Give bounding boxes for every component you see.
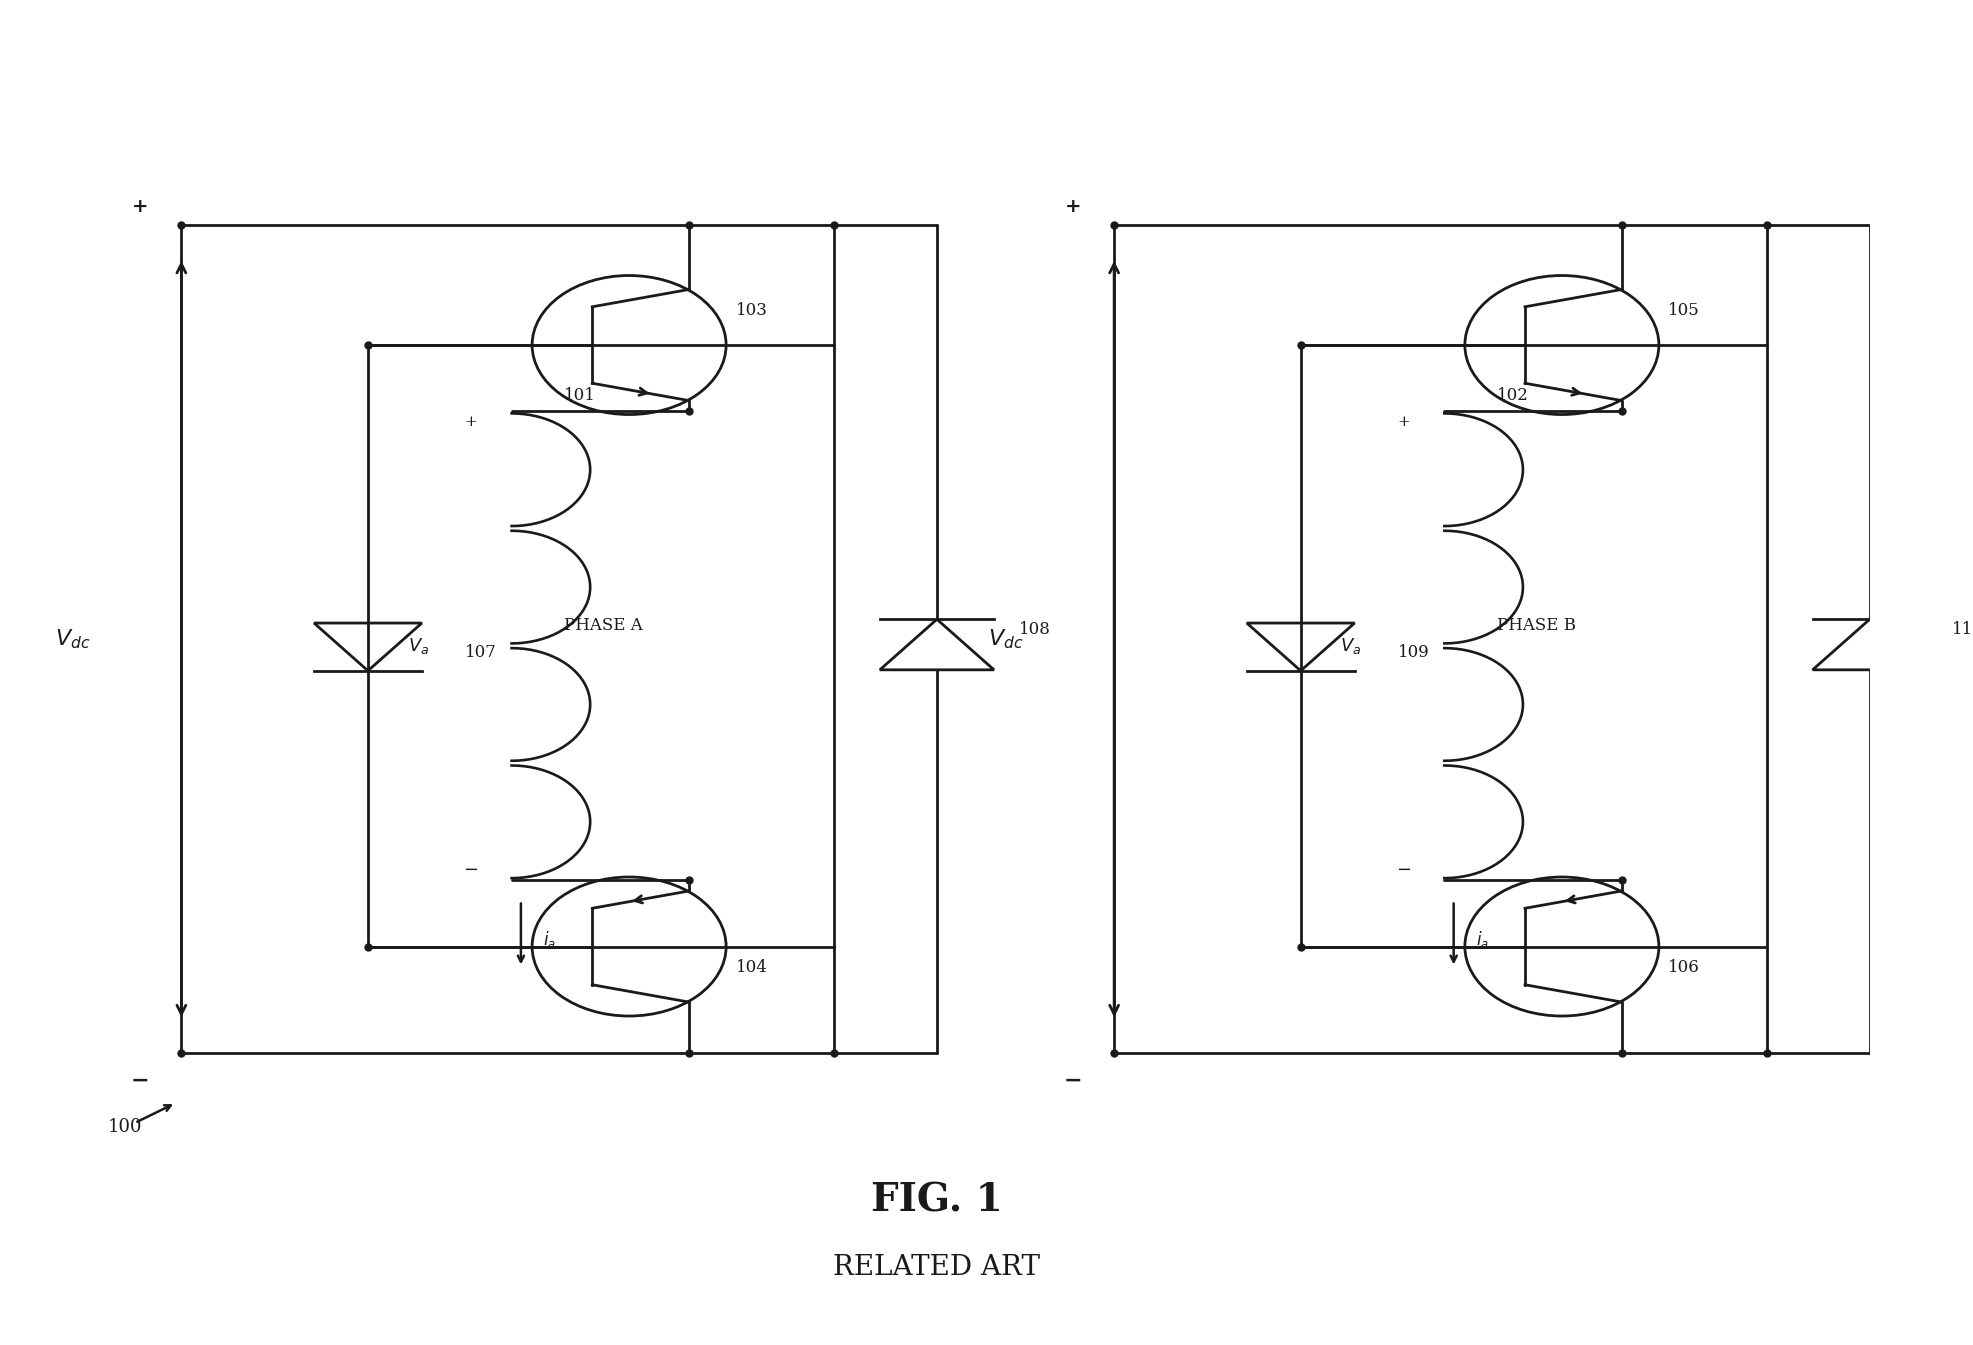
Text: $V_{dc}$: $V_{dc}$ bbox=[988, 627, 1024, 651]
Text: $V_a$: $V_a$ bbox=[408, 636, 428, 656]
Text: 102: 102 bbox=[1498, 386, 1529, 404]
Text: 104: 104 bbox=[736, 959, 767, 976]
Text: +: + bbox=[132, 198, 148, 217]
Text: RELATED ART: RELATED ART bbox=[833, 1254, 1040, 1280]
Text: +: + bbox=[1065, 198, 1081, 217]
Text: 109: 109 bbox=[1397, 644, 1430, 660]
Text: $V_{dc}$: $V_{dc}$ bbox=[55, 627, 91, 651]
Text: PHASE A: PHASE A bbox=[564, 617, 643, 635]
Text: −: − bbox=[464, 861, 477, 878]
Text: 110: 110 bbox=[1951, 621, 1973, 639]
Text: 108: 108 bbox=[1018, 621, 1052, 639]
Text: 100: 100 bbox=[109, 1118, 142, 1137]
Text: 103: 103 bbox=[736, 301, 767, 319]
Text: 101: 101 bbox=[564, 386, 596, 404]
Text: 105: 105 bbox=[1669, 301, 1701, 319]
Text: $V_a$: $V_a$ bbox=[1340, 636, 1361, 656]
Text: −: − bbox=[1063, 1069, 1083, 1091]
Text: +: + bbox=[1397, 414, 1409, 429]
Text: −: − bbox=[130, 1069, 150, 1091]
Text: $i_a$: $i_a$ bbox=[1476, 929, 1490, 950]
Text: 106: 106 bbox=[1669, 959, 1701, 976]
Text: −: − bbox=[1395, 861, 1411, 878]
Text: +: + bbox=[464, 414, 477, 429]
Text: PHASE B: PHASE B bbox=[1498, 617, 1576, 635]
Text: $i_a$: $i_a$ bbox=[543, 929, 556, 950]
Text: 107: 107 bbox=[466, 644, 497, 660]
Text: FIG. 1: FIG. 1 bbox=[870, 1181, 1002, 1220]
